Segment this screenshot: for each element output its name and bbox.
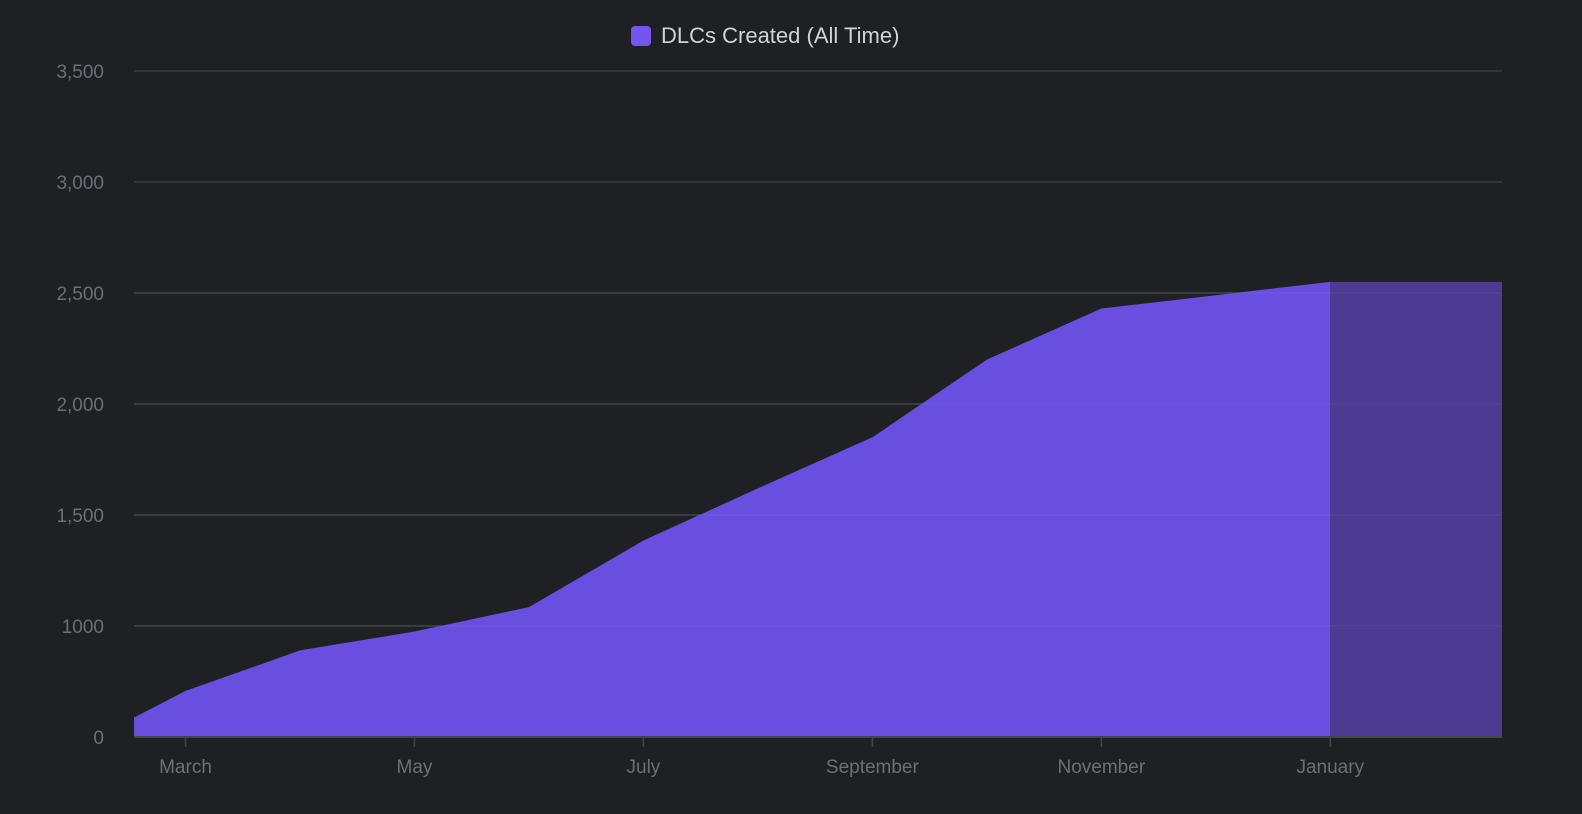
x-tick-label: March [159, 757, 212, 778]
area-series [133, 281, 1502, 737]
x-tick-label: September [826, 757, 920, 778]
x-tick-label: May [397, 757, 433, 778]
y-tick-label: 0 [93, 728, 104, 749]
legend-label[interactable]: DLCs Created (All Time) [661, 23, 899, 48]
y-tick-label: 2,500 [56, 284, 104, 305]
y-tick-label: 3,500 [56, 62, 104, 83]
legend-swatch[interactable] [631, 26, 651, 46]
x-tick-label: July [627, 757, 661, 778]
y-tick-label: 1,500 [56, 506, 104, 527]
x-tick-label: January [1296, 757, 1364, 778]
axes: 0 1000 1,500 2,000 2,500 3,000 3,500 March May Ju… [56, 62, 1502, 778]
y-tick-label: 3,000 [56, 173, 104, 194]
area-fill-actual [134, 281, 1331, 737]
y-tick-label: 2,000 [56, 395, 104, 416]
legend[interactable]: DLCs Created (All Time) [631, 23, 899, 48]
area-fill-projected [1330, 281, 1502, 737]
x-tick-label: November [1058, 757, 1146, 778]
y-tick-label: 1000 [62, 617, 104, 638]
